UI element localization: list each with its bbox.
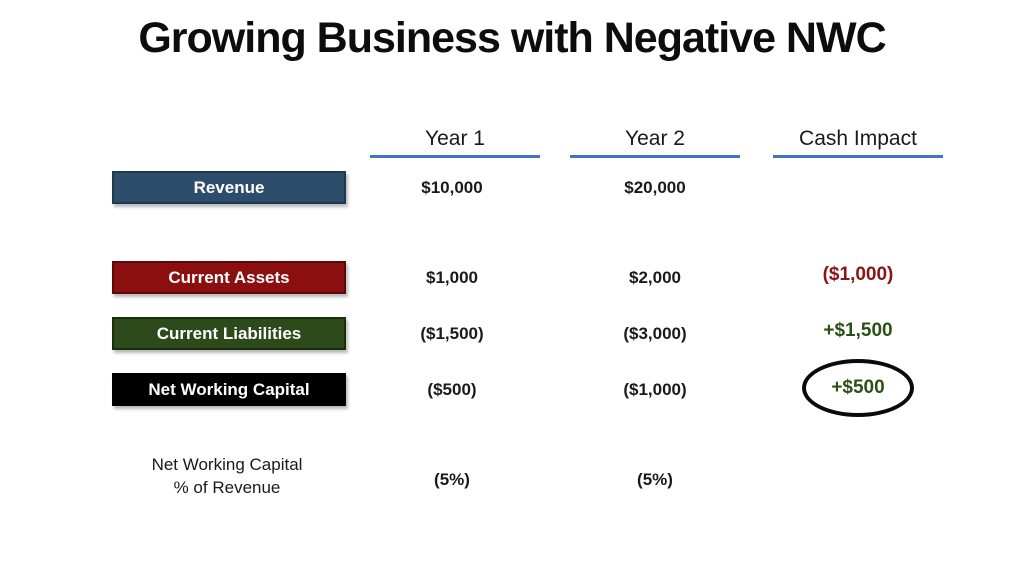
row-label-nwc-percent-of-revenue: Net Working Capital % of Revenue — [112, 453, 342, 499]
current-assets-year-2-value: $2,000 — [629, 268, 681, 287]
revenue-year-1-value: $10,000 — [421, 178, 483, 197]
nwc-percent-label-line-2: % of Revenue — [173, 478, 281, 497]
revenue-year-2-value: $20,000 — [624, 178, 686, 197]
highlight-ellipse: +$500 — [802, 359, 914, 417]
current-liabilities-cash-impact-value: +$1,500 — [823, 320, 893, 341]
current-liabilities-year-1-value: ($1,500) — [420, 324, 484, 343]
slide-title: Growing Business with Negative NWC — [138, 14, 886, 62]
current-assets-year-1-value: $1,000 — [426, 268, 478, 287]
current-liabilities-year-2-value: ($3,000) — [623, 324, 687, 343]
column-header-year-2: Year 2 — [570, 127, 740, 158]
column-header-year-1: Year 1 — [370, 127, 540, 158]
row-label-current-assets: Current Assets — [112, 261, 346, 294]
net-working-capital-year-2-value: ($1,000) — [623, 380, 687, 399]
column-header-cash-impact: Cash Impact — [773, 127, 943, 158]
net-working-capital-cash-impact-value: +$500 — [831, 377, 885, 398]
nwc-percent-year-2-value: (5%) — [637, 470, 673, 489]
row-label-current-liabilities: Current Liabilities — [112, 317, 346, 350]
row-label-net-working-capital: Net Working Capital — [112, 373, 346, 406]
nwc-percent-label-line-1: Net Working Capital — [151, 455, 303, 474]
net-working-capital-year-1-value: ($500) — [427, 380, 477, 399]
nwc-percent-year-1-value: (5%) — [434, 470, 470, 489]
row-label-revenue: Revenue — [112, 171, 346, 204]
current-assets-cash-impact-value: ($1,000) — [822, 264, 894, 285]
